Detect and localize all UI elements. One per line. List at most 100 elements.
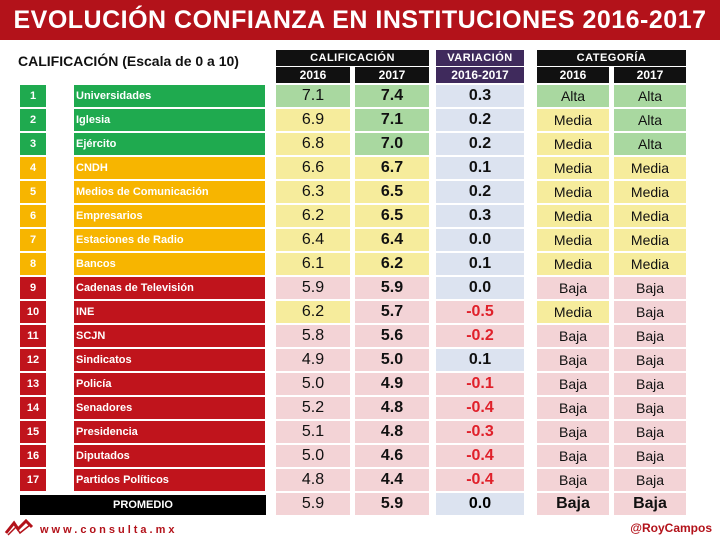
variation-value: 0.1	[436, 157, 524, 179]
rank-number: 6	[20, 205, 46, 227]
score-2017: 6.2	[355, 253, 429, 275]
institution-name: Presidencia	[74, 421, 265, 443]
institution-name: Estaciones de Radio	[74, 229, 265, 251]
score-2016: 4.8	[276, 469, 350, 491]
variation-value: 0.3	[436, 85, 524, 107]
institution-name: INE	[74, 301, 265, 323]
score-2017: 7.0	[355, 133, 429, 155]
category-2017: Baja	[614, 325, 686, 347]
twitter-handle: @RoyCampos	[630, 521, 712, 535]
category-2016: Baja	[537, 469, 609, 491]
institution-name: Bancos	[74, 253, 265, 275]
score-2017: 5.9	[355, 277, 429, 299]
score-2017: 4.6	[355, 445, 429, 467]
category-2016: Baja	[537, 373, 609, 395]
institution-name: Senadores	[74, 397, 265, 419]
subheader-score-2017: 2017	[355, 67, 429, 83]
category-2016: Media	[537, 157, 609, 179]
score-2016: 6.2	[276, 301, 350, 323]
category-2017: Alta	[614, 109, 686, 131]
variation-value: -0.4	[436, 469, 524, 491]
variation-value: -0.3	[436, 421, 524, 443]
category-2016: Media	[537, 301, 609, 323]
rank-number: 13	[20, 373, 46, 395]
institution-name: Empresarios	[74, 205, 265, 227]
rank-number: 12	[20, 349, 46, 371]
rank-number: 15	[20, 421, 46, 443]
score-2016: 6.9	[276, 109, 350, 131]
institution-name: Universidades	[74, 85, 265, 107]
variation-value: -0.5	[436, 301, 524, 323]
score-2017: 4.8	[355, 397, 429, 419]
category-2016: Media	[537, 109, 609, 131]
header-calificacion: CALIFICACIÓN	[276, 50, 429, 66]
score-2016: 6.1	[276, 253, 350, 275]
score-2017: 4.9	[355, 373, 429, 395]
score-2016: 5.0	[276, 373, 350, 395]
score-2016: 6.2	[276, 205, 350, 227]
subheader-category-2017: 2017	[614, 67, 686, 83]
variation-value: 0.3	[436, 205, 524, 227]
score-2017: 6.5	[355, 181, 429, 203]
institution-name: Ejército	[74, 133, 265, 155]
category-2017: Baja	[614, 301, 686, 323]
header-variacion: VARIACIÓN	[436, 50, 524, 66]
category-2017: Media	[614, 253, 686, 275]
promedio-category-2017: Baja	[614, 493, 686, 515]
institution-name: Diputados	[74, 445, 265, 467]
category-2017: Media	[614, 205, 686, 227]
variation-value: 0.0	[436, 277, 524, 299]
category-2016: Alta	[537, 85, 609, 107]
category-2017: Baja	[614, 277, 686, 299]
score-2017: 6.4	[355, 229, 429, 251]
category-2017: Media	[614, 229, 686, 251]
variation-value: -0.2	[436, 325, 524, 347]
score-2016: 5.1	[276, 421, 350, 443]
category-2016: Media	[537, 133, 609, 155]
category-2017: Alta	[614, 133, 686, 155]
score-2017: 6.7	[355, 157, 429, 179]
header-categoria: CATEGORÍA	[537, 50, 686, 66]
category-2017: Media	[614, 181, 686, 203]
score-2016: 5.9	[276, 277, 350, 299]
promedio-variation: 0.0	[436, 493, 524, 515]
score-2016: 6.8	[276, 133, 350, 155]
category-2017: Baja	[614, 349, 686, 371]
promedio-label: PROMEDIO	[20, 495, 266, 515]
category-2017: Media	[614, 157, 686, 179]
variation-value: 0.2	[436, 181, 524, 203]
category-2017: Baja	[614, 469, 686, 491]
institution-name: Medios de Comunicación	[74, 181, 265, 203]
score-2017: 4.4	[355, 469, 429, 491]
category-2017: Alta	[614, 85, 686, 107]
category-2017: Baja	[614, 397, 686, 419]
category-2016: Baja	[537, 277, 609, 299]
variation-value: -0.1	[436, 373, 524, 395]
score-2017: 7.4	[355, 85, 429, 107]
promedio-score-2017: 5.9	[355, 493, 429, 515]
variation-value: 0.1	[436, 253, 524, 275]
page-title: EVOLUCIÓN CONFIANZA EN INSTITUCIONES 201…	[0, 0, 720, 40]
variation-value: -0.4	[436, 445, 524, 467]
score-2016: 5.8	[276, 325, 350, 347]
variation-value: -0.4	[436, 397, 524, 419]
score-2016: 6.3	[276, 181, 350, 203]
rank-number: 3	[20, 133, 46, 155]
rank-number: 8	[20, 253, 46, 275]
score-2016: 5.2	[276, 397, 350, 419]
scale-subtitle: CALIFICACIÓN (Escala de 0 a 10)	[18, 53, 239, 69]
category-2016: Baja	[537, 397, 609, 419]
rank-number: 5	[20, 181, 46, 203]
institution-name: Cadenas de Televisión	[74, 277, 265, 299]
subheader-category-2016: 2016	[537, 67, 609, 83]
subheader-score-2016: 2016	[276, 67, 350, 83]
institution-name: SCJN	[74, 325, 265, 347]
promedio-category-2016: Baja	[537, 493, 609, 515]
variation-value: 0.0	[436, 229, 524, 251]
rank-number: 11	[20, 325, 46, 347]
score-2016: 6.4	[276, 229, 350, 251]
rank-number: 16	[20, 445, 46, 467]
consulta-logo-icon	[4, 519, 34, 536]
score-2017: 5.7	[355, 301, 429, 323]
variation-value: 0.2	[436, 133, 524, 155]
